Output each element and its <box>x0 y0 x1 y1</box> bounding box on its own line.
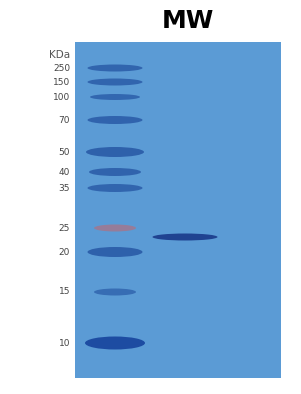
Bar <box>281 0 301 394</box>
Ellipse shape <box>89 168 141 176</box>
Ellipse shape <box>88 65 142 71</box>
Text: 25: 25 <box>59 223 70 232</box>
Text: MW: MW <box>162 9 214 33</box>
Ellipse shape <box>88 247 142 257</box>
Bar <box>0 0 75 394</box>
Text: 20: 20 <box>59 247 70 256</box>
Text: 150: 150 <box>53 78 70 87</box>
Ellipse shape <box>86 147 144 157</box>
Bar <box>0 0 301 42</box>
Text: KDa: KDa <box>49 50 70 60</box>
Bar <box>75 42 281 378</box>
Text: 70: 70 <box>58 115 70 125</box>
Ellipse shape <box>88 78 142 85</box>
Ellipse shape <box>88 184 142 192</box>
Ellipse shape <box>153 234 218 240</box>
Text: 40: 40 <box>59 167 70 177</box>
Text: 50: 50 <box>58 147 70 156</box>
Ellipse shape <box>90 94 140 100</box>
Text: 15: 15 <box>58 288 70 297</box>
Bar <box>0 378 301 394</box>
Ellipse shape <box>94 225 136 232</box>
Text: 10: 10 <box>58 338 70 348</box>
Text: 250: 250 <box>53 63 70 72</box>
Text: 100: 100 <box>53 93 70 102</box>
Ellipse shape <box>88 116 142 124</box>
Text: 35: 35 <box>58 184 70 193</box>
Ellipse shape <box>94 288 136 296</box>
Ellipse shape <box>85 336 145 349</box>
